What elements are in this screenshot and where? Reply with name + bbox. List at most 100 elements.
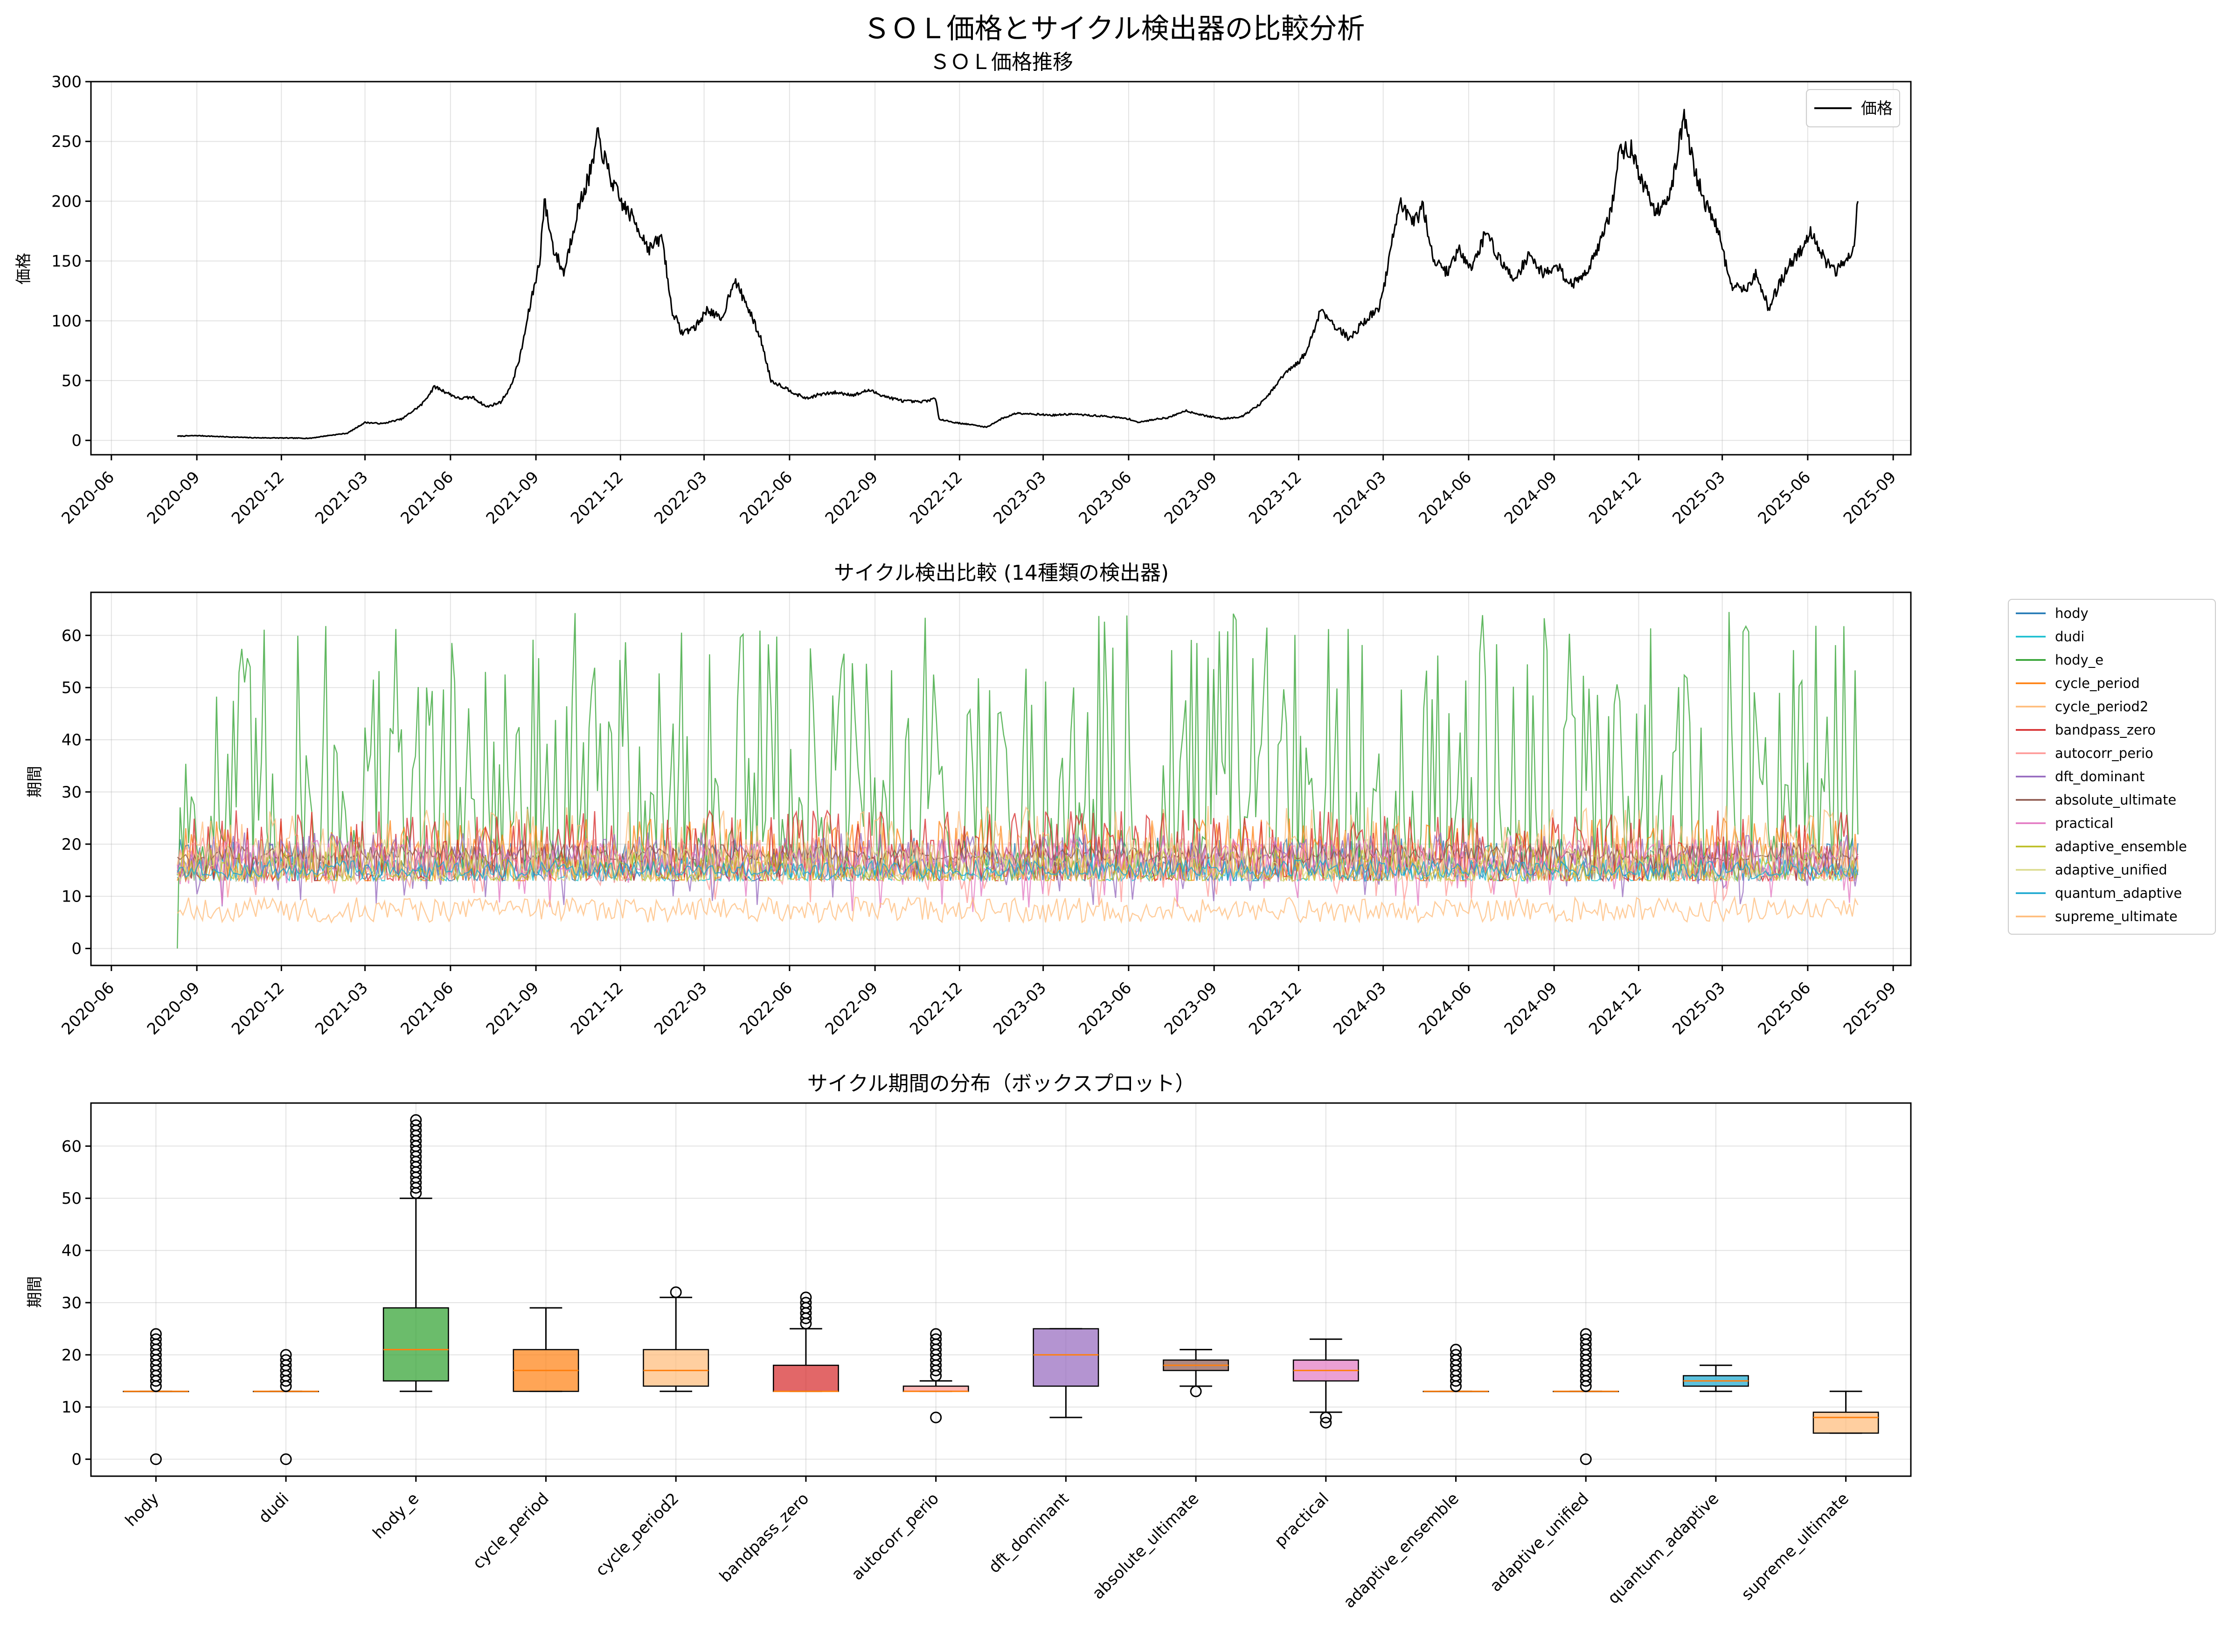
box-adaptive_unified [1553, 1328, 1619, 1465]
cycle-line-adaptive_ensemble [177, 847, 1859, 883]
y-gridlines [91, 1103, 1911, 1476]
x-tick-label: 2020-09 [144, 468, 204, 528]
outlier-point [800, 1291, 812, 1304]
outlier-point [800, 1297, 812, 1309]
y-tick-label: 40 [62, 1242, 82, 1260]
y-tick-label: 250 [51, 132, 82, 151]
cycle-line-quantum_adaptive [177, 858, 1859, 882]
x-tick-label: 2024-03 [1330, 468, 1390, 528]
outlier-point [930, 1333, 942, 1345]
x-tick-label: 2025-06 [1755, 979, 1815, 1039]
outlier-point [150, 1333, 162, 1345]
legend-label-cycle_period: cycle_period [2055, 675, 2140, 691]
x-tick-label: 2020-12 [228, 468, 288, 528]
legend-label-価格: 価格 [1861, 99, 1893, 118]
outlier-point [150, 1453, 162, 1465]
legend-label-absolute_ultimate: absolute_ultimate [2055, 792, 2176, 808]
cycle-line-bandpass_zero [177, 809, 1859, 883]
x-tick-label: 2023-06 [1076, 468, 1136, 528]
x-tick-label: dft_dominant [985, 1489, 1073, 1577]
box-body [773, 1364, 839, 1392]
outlier-point [280, 1453, 292, 1465]
boxplot-axes-frame [90, 1102, 1912, 1477]
cycle-line-supreme_ultimate [177, 895, 1859, 924]
x-tick-label: 2022-06 [736, 979, 796, 1039]
cycle-axes-frame [90, 591, 1912, 966]
y-tick-label: 60 [62, 1137, 82, 1156]
x-tick-label: 2022-03 [651, 468, 711, 528]
box-practical [1292, 1338, 1359, 1429]
y-gridlines [91, 81, 1911, 455]
x-tick-label: 2023-03 [990, 979, 1050, 1039]
x-tick-label: 2023-09 [1161, 979, 1221, 1039]
y-tick-label: 100 [51, 312, 82, 331]
x-tick-label: adaptive_unified [1486, 1489, 1593, 1596]
outlier-point [280, 1354, 292, 1366]
x-tick-label: autocorr_perio [848, 1489, 943, 1584]
outlier-point [280, 1349, 292, 1361]
legend-box [2008, 599, 2216, 935]
x-tick-label: 2021-03 [312, 979, 372, 1039]
y-tick-label: 50 [62, 1189, 82, 1208]
box-body [902, 1385, 969, 1392]
price-line [177, 109, 1859, 439]
outlier-point [930, 1411, 942, 1423]
x-tick-label: 2023-09 [1161, 468, 1221, 528]
x-tick-label: 2025-09 [1840, 468, 1900, 528]
legend-label-cycle_period2: cycle_period2 [2055, 699, 2148, 715]
outlier-point [930, 1328, 942, 1340]
x-tick-label: 2023-12 [1245, 979, 1305, 1039]
y-tick-label: 10 [62, 888, 82, 906]
x-tick-label: 2021-09 [483, 979, 543, 1039]
cycle-chart-title: サイクル検出比較 (14種類の検出器) [834, 561, 1169, 585]
box-body [643, 1349, 709, 1387]
outlier-point [410, 1114, 422, 1126]
outlier-point [1580, 1328, 1592, 1340]
x-tick-label: adaptive_ensemble [1340, 1489, 1463, 1612]
cycle-line-adaptive_unified [177, 837, 1859, 883]
x-tick-label: 2024-06 [1416, 468, 1476, 528]
x-tick-label: cycle_period [469, 1489, 553, 1573]
outlier-point [150, 1328, 162, 1340]
cycle-boxplot-chart: サイクル期間の分布（ボックスプロット） 期間 0 10 20 30 40 50 60 hody… [26, 1072, 1912, 1612]
price-chart-ylabel: 価格 [14, 253, 33, 285]
legend-label-dft_dominant: dft_dominant [2055, 769, 2145, 784]
cycle-comparison-chart: サイクル検出比較 (14種類の検出器) 期間 0 10 20 30 40 50 60 2020… [26, 561, 2216, 1039]
box-supreme_ultimate [1812, 1390, 1879, 1434]
outlier-point [1450, 1349, 1462, 1361]
cycle-legend: hody dudi hody_e cycle_period cycle_period2b… [2008, 599, 2216, 935]
legend-label-bandpass_zero: bandpass_zero [2055, 722, 2156, 738]
x-tick-label: 2022-09 [822, 468, 882, 528]
x-tick-label: bandpass_zero [716, 1489, 812, 1586]
box-hody [123, 1328, 189, 1465]
y-tick-label: 150 [51, 252, 82, 271]
y-tick-label: 40 [62, 731, 82, 750]
y-tick-label: 10 [62, 1398, 82, 1417]
x-tick-label: 2022-12 [906, 468, 966, 528]
x-tick-label: 2023-12 [1245, 468, 1305, 528]
x-tick-label: hody [122, 1489, 163, 1530]
x-tick-label: supreme_ultimate [1738, 1489, 1853, 1604]
cycle-chart-ylabel: 期間 [26, 766, 44, 798]
x-tick-label: absolute_ultimate [1089, 1489, 1202, 1603]
x-tick-label: 2022-09 [822, 979, 882, 1039]
price-axes-frame [90, 81, 1912, 456]
figure-title: ＳＯＬ価格とサイクル検出器の比較分析 [863, 13, 1365, 45]
x-tick-label: 2024-12 [1585, 468, 1645, 528]
x-tick-label: cycle_period2 [592, 1489, 682, 1580]
legend-label-practical: practical [2055, 815, 2113, 831]
cycle-line-absolute_ultimate [177, 842, 1859, 881]
box-dudi [253, 1349, 319, 1465]
cycle-line-hody_e [177, 612, 1859, 949]
y-tick-label: 200 [51, 192, 82, 211]
box-body [1812, 1411, 1879, 1434]
y-tick-label: 0 [71, 1451, 82, 1469]
legend-label-adaptive_unified: adaptive_unified [2055, 862, 2167, 878]
x-tick-label: 2024-09 [1501, 979, 1561, 1039]
box-dft_dominant [1033, 1328, 1099, 1418]
x-tick-label: 2024-09 [1501, 468, 1561, 528]
y-tick-label: 50 [62, 679, 82, 697]
x-tick-label: 2022-03 [651, 979, 711, 1039]
x-tick-label: 2025-06 [1755, 468, 1815, 528]
